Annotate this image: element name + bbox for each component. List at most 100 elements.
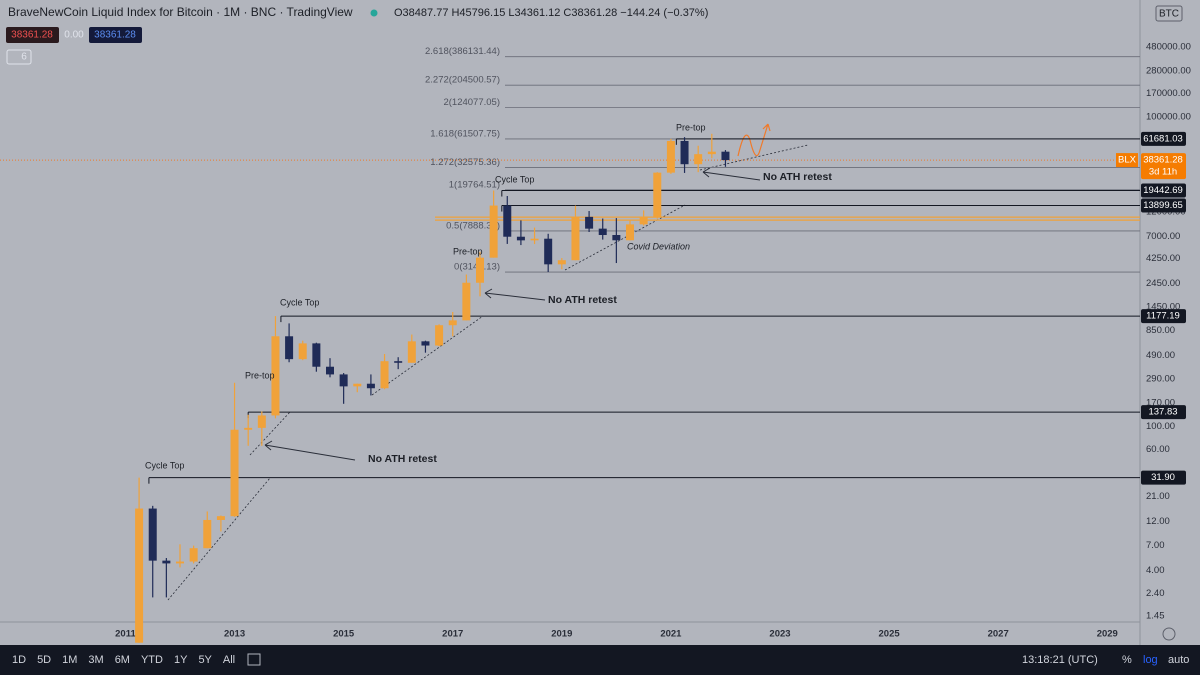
candle-body <box>489 205 498 258</box>
candle-body <box>312 343 321 367</box>
candle-body <box>257 415 266 428</box>
level-tag-text: 13899.65 <box>1143 200 1183 211</box>
candle-body <box>394 361 403 363</box>
status-dot <box>370 9 378 17</box>
x-tick-label: 2017 <box>442 629 463 640</box>
range-button[interactable]: YTD <box>141 654 163 666</box>
level-tag <box>1141 183 1186 198</box>
range-button[interactable]: 6M <box>115 654 130 666</box>
indicator-count: 6 <box>21 52 27 63</box>
fib-label: 1.272(32575.36) <box>430 157 500 168</box>
candle-body <box>216 516 225 520</box>
candle-body <box>366 383 375 389</box>
scale-option[interactable]: auto <box>1168 654 1189 666</box>
arrows <box>264 167 761 461</box>
symbol-box[interactable] <box>1155 5 1183 22</box>
bottom-toolbar <box>0 645 1200 675</box>
fib-label: 2(124077.05) <box>443 97 500 108</box>
annotation: No ATH retest <box>763 171 832 183</box>
date-range-icon[interactable] <box>247 653 261 666</box>
y-tick-label: 2450.00 <box>1146 278 1180 289</box>
y-tick-label: 100.00 <box>1146 421 1175 432</box>
candle-body <box>639 216 648 225</box>
candle-body <box>585 216 594 229</box>
y-tick-label: 490.00 <box>1146 350 1175 361</box>
candle-body <box>407 341 416 363</box>
x-tick-label: 2029 <box>1097 629 1118 640</box>
annotation: Pre-top <box>453 246 483 256</box>
candle-body <box>516 236 525 241</box>
annotation: Pre-top <box>676 122 706 132</box>
annotation: Cycle Top <box>280 297 319 307</box>
candle-body <box>557 260 566 265</box>
ohlc: O38487.77 H45796.15 L34361.12 C38361.28 … <box>394 7 708 19</box>
candle-body <box>285 336 294 360</box>
scale-option[interactable]: % <box>1122 654 1132 666</box>
candle-body <box>326 366 334 375</box>
candle-body <box>339 374 348 387</box>
annotation: No ATH retest <box>368 453 437 465</box>
y-tick-label: 850.00 <box>1146 325 1175 336</box>
y-tick-label: 2.40 <box>1146 588 1165 599</box>
candle-body <box>135 508 144 643</box>
candle-body <box>380 361 389 389</box>
level-tag <box>1141 198 1186 213</box>
candle-body <box>476 257 484 283</box>
y-tick-label: 290.00 <box>1146 373 1175 384</box>
fib-label: 1(19764.51) <box>449 179 500 190</box>
range-button[interactable]: 1Y <box>174 654 188 666</box>
y-tick-label: 7.00 <box>1146 540 1165 551</box>
settings-icon[interactable] <box>1162 627 1176 641</box>
candle-body <box>680 140 689 165</box>
candle-body <box>230 429 239 517</box>
symbol: BTC <box>1159 9 1179 20</box>
y-tick-label: 100000.00 <box>1146 112 1191 123</box>
y-tick-label: 7000.00 <box>1146 231 1180 242</box>
x-tick-label: 2021 <box>660 629 682 640</box>
y-tick-label: 60.00 <box>1146 444 1170 455</box>
candle-body <box>653 172 662 217</box>
candle-body <box>462 282 471 321</box>
x-tick-label: 2019 <box>551 629 572 640</box>
candle-body <box>503 205 512 237</box>
symbol-tag <box>1116 153 1138 168</box>
level-tag <box>1141 470 1186 485</box>
candle-body <box>707 151 716 155</box>
annotation: Cycle Top <box>145 460 184 470</box>
candle-body <box>626 224 634 241</box>
y-tick-label: 1.45 <box>1146 611 1165 622</box>
trend-lines <box>167 144 809 601</box>
range-button[interactable]: 5D <box>37 654 51 666</box>
annotation: Cycle Top <box>495 174 534 184</box>
y-tick-label: 4.00 <box>1146 565 1165 576</box>
badge-text: 38361.28 <box>11 30 53 41</box>
badge <box>89 27 142 43</box>
candle-body <box>244 427 253 430</box>
fib-label: 0.5(7888.30) <box>446 220 500 231</box>
chart-title: BraveNewCoin Liquid Index for Bitcoin · … <box>8 5 353 19</box>
candle-body <box>421 341 430 346</box>
indicator-toggle[interactable] <box>6 49 32 65</box>
badge <box>6 27 59 43</box>
range-button[interactable]: 1D <box>12 654 26 666</box>
candle-body <box>162 560 171 564</box>
clock: 13:18:21 (UTC) <box>1022 654 1098 666</box>
range-button[interactable]: 5Y <box>198 654 212 666</box>
x-tick-label: 2011 <box>115 629 136 640</box>
candle-body <box>571 216 580 261</box>
range-button[interactable]: 1M <box>62 654 77 666</box>
candle-body <box>598 228 607 236</box>
x-tick-label: 2025 <box>879 629 901 640</box>
range-button[interactable]: 3M <box>88 654 103 666</box>
x-tick-label: 2015 <box>333 629 355 640</box>
projection <box>737 123 771 157</box>
range-button[interactable]: All <box>223 654 235 666</box>
candle-body <box>176 561 184 564</box>
price-tag-text: 38361.28 <box>1143 155 1183 166</box>
candle-body <box>544 238 553 265</box>
fib-label: 2.618(386131.44) <box>425 46 500 57</box>
price-tag <box>1141 153 1186 180</box>
scale-option[interactable]: log <box>1143 654 1158 666</box>
